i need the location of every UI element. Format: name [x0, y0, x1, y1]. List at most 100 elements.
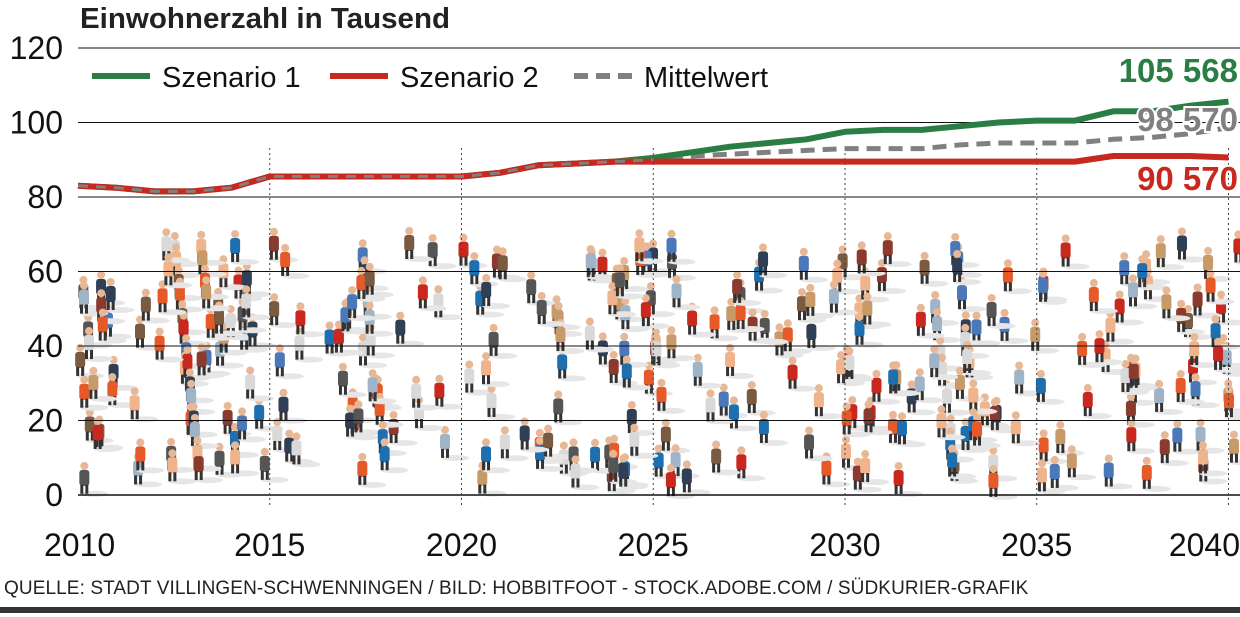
person-figure [634, 229, 664, 265]
person-figure [1060, 234, 1090, 270]
person-figure [735, 297, 765, 333]
person-figure [585, 245, 615, 281]
y-tick-label-120: 120 [10, 30, 63, 66]
person-figure [968, 379, 998, 415]
person-figure [259, 447, 289, 483]
person-figure [1154, 379, 1184, 415]
person-figure [1198, 441, 1228, 477]
series-lines [77, 98, 1229, 195]
person-figure [882, 232, 912, 268]
person-figure [705, 389, 735, 425]
person-figure [1159, 431, 1189, 467]
y-tick-label-0: 0 [45, 477, 63, 513]
person-figure [97, 308, 127, 344]
person-figure [230, 230, 260, 266]
person-figure [201, 276, 231, 312]
series-line-2 [77, 153, 1229, 195]
x-tick-label-2040: 2040 [1169, 527, 1240, 563]
person-figure [841, 402, 871, 438]
person-figure [427, 234, 457, 270]
x-tick-label-2025: 2025 [618, 527, 689, 563]
person-figure [584, 317, 614, 353]
person-figure [135, 438, 165, 474]
person-figure [1175, 369, 1205, 405]
person-figure [464, 360, 494, 396]
person-figure [836, 351, 866, 387]
x-tick-label-2020: 2020 [426, 527, 497, 563]
legend-label: Mittelwert [644, 62, 768, 94]
person-figure [367, 369, 397, 405]
y-axis-tick-labels: 0 20 40 60 80 100 120 [10, 30, 63, 513]
person-figure [1066, 445, 1096, 481]
person-figure [1141, 456, 1171, 492]
end-label-szenario-1: 105 568 [1119, 52, 1238, 89]
person-figure [358, 333, 388, 369]
person-figure [1205, 269, 1235, 305]
person-figure [1233, 230, 1240, 265]
person-figure [952, 249, 982, 285]
person-figure [157, 280, 187, 316]
x-tick-label-2010: 2010 [44, 527, 115, 563]
person-figure [608, 449, 638, 485]
mean-overlay-line [77, 158, 654, 193]
person-figure [395, 311, 425, 347]
person-figure [536, 292, 566, 328]
person-figure [888, 361, 918, 397]
person-figure [1036, 459, 1066, 495]
person-figure [725, 343, 755, 379]
legend-label: Szenario 1 [162, 62, 301, 94]
person-figure [1038, 269, 1068, 305]
person-figure [621, 355, 651, 391]
person-figure [629, 423, 659, 459]
person-figure [914, 368, 944, 404]
person-figure [84, 327, 114, 363]
person-figure [218, 255, 248, 291]
end-value-labels: 105 568 98 570 90 570 [1117, 50, 1240, 199]
person-figure [543, 424, 573, 460]
person-figure [871, 369, 901, 405]
legend: Szenario 1 Szenario 2 Mittelwert [92, 62, 768, 94]
person-figure [651, 333, 681, 369]
person-figure [193, 448, 223, 484]
person-figure [1213, 337, 1240, 373]
chart-title: Einwohnerzahl in Tausend [80, 3, 450, 35]
person-figure [813, 384, 843, 420]
person-figure [269, 293, 299, 329]
person-figure [796, 288, 826, 324]
end-label-szenario-2: 90 570 [1137, 160, 1238, 197]
person-figure [434, 374, 464, 410]
person-figure [656, 378, 686, 414]
person-figure [1176, 227, 1206, 263]
y-tick-label-60: 60 [27, 254, 63, 290]
person-figure [1120, 360, 1150, 395]
legend-item-1: Szenario 1 [92, 62, 301, 94]
crowd-illustration [75, 227, 1240, 500]
person-figure [936, 405, 966, 441]
person-figure [758, 410, 788, 446]
person-figure [488, 323, 518, 359]
person-figure [929, 345, 959, 381]
person-figure [404, 227, 434, 263]
person-figure [230, 441, 260, 477]
y-tick-label-80: 80 [27, 179, 63, 215]
person-figure [1103, 454, 1133, 490]
person-figure [1035, 369, 1065, 405]
person-figure [379, 438, 409, 474]
person-figure [999, 308, 1029, 344]
legend-item-3: Mittelwert [574, 62, 768, 94]
person-figure [915, 303, 945, 339]
person-figure [972, 413, 1002, 449]
person-figure [295, 302, 325, 338]
person-figure [1094, 330, 1124, 366]
person-figure [440, 425, 470, 461]
person-figure [1082, 384, 1112, 420]
person-figure [411, 375, 441, 411]
person-figure [692, 353, 722, 389]
person-figure [555, 319, 585, 355]
person-figure [711, 440, 741, 476]
person-figure [852, 457, 882, 493]
person-figure [947, 444, 977, 480]
person-figure [828, 280, 858, 316]
person-figure [481, 274, 511, 310]
